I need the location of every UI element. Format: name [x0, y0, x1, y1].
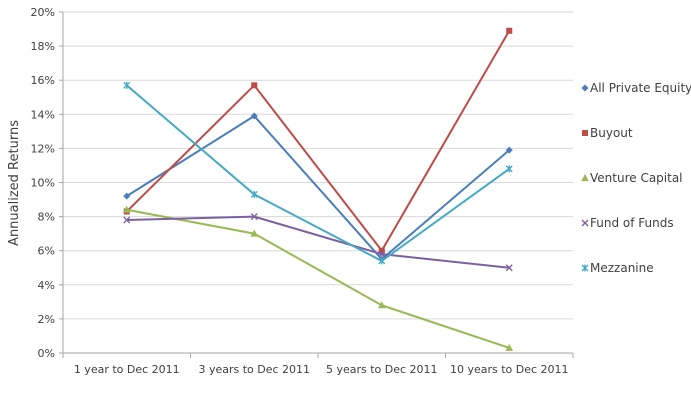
- data-point: [123, 192, 131, 200]
- data-point: [123, 216, 131, 224]
- series-line: [126, 84, 510, 262]
- data-point: [505, 264, 513, 272]
- data-point: [250, 213, 258, 221]
- series-line: [126, 115, 510, 261]
- y-axis-title: Annualized Returns: [7, 120, 22, 246]
- x-tick-label: 3 years to Dec 2011: [198, 363, 310, 376]
- data-point: [505, 343, 514, 351]
- series-venture-capital: [122, 205, 514, 351]
- data-point: [251, 82, 258, 89]
- series-fund-of-funds: [123, 213, 513, 272]
- data-point: [506, 27, 513, 34]
- legend-item: Venture Capital: [581, 171, 683, 185]
- legend-item: Fund of Funds: [581, 216, 674, 230]
- legend-marker: [581, 264, 589, 272]
- y-tick-label: 16%: [31, 74, 55, 87]
- legend-label: Mezzanine: [590, 261, 654, 275]
- y-tick-label: 12%: [31, 142, 55, 155]
- legend-marker: [581, 174, 589, 181]
- y-tick-label: 6%: [38, 245, 55, 258]
- legend-item: Mezzanine: [581, 261, 654, 275]
- series-line: [126, 30, 511, 252]
- legend-marker: [582, 130, 588, 136]
- legend: All Private Equity Buyout Venture Capital F…: [581, 81, 691, 275]
- x-tick-label: 5 years to Dec 2011: [326, 363, 438, 376]
- data-point: [378, 247, 385, 254]
- legend-item: All Private Equity: [581, 81, 691, 95]
- x-tick-label: 1 year to Dec 2011: [74, 363, 180, 376]
- data-point: [122, 205, 131, 213]
- series-mezzanine: [123, 81, 513, 265]
- series-line: [126, 215, 510, 269]
- y-tick-label: 2%: [38, 313, 55, 326]
- legend-marker: [581, 219, 589, 227]
- plot-area: [122, 27, 514, 351]
- series-all-private-equity: [123, 112, 513, 263]
- y-tick-label: 14%: [31, 108, 55, 121]
- y-tick-label: 10%: [31, 177, 55, 190]
- data-point: [250, 190, 258, 198]
- series-line: [126, 208, 510, 349]
- legend-label: Fund of Funds: [590, 216, 674, 230]
- data-point: [378, 257, 386, 265]
- y-tick-label: 18%: [31, 40, 55, 53]
- gridlines: [63, 11, 573, 354]
- x-tick-label: 10 years to Dec 2011: [450, 363, 569, 376]
- y-tick-label: 8%: [38, 211, 55, 224]
- data-point: [250, 112, 258, 120]
- y-tick-label: 4%: [38, 279, 55, 292]
- legend-marker: [581, 84, 589, 92]
- axes: 0% 2% 4% 6% 8% 10% 12% 14% 16% 18% 20% 1 year to De…: [31, 6, 574, 376]
- data-point: [377, 301, 386, 309]
- data-point: [505, 146, 513, 154]
- data-point: [505, 165, 513, 173]
- y-tick-label: 0%: [38, 347, 55, 360]
- data-point: [123, 81, 131, 89]
- data-point: [250, 229, 259, 237]
- legend-label: Venture Capital: [590, 171, 683, 185]
- legend-label: Buyout: [590, 126, 633, 140]
- y-tick-label: 20%: [31, 6, 55, 19]
- data-point: [378, 250, 386, 258]
- legend-label: All Private Equity: [590, 81, 691, 95]
- legend-item: Buyout: [582, 126, 633, 140]
